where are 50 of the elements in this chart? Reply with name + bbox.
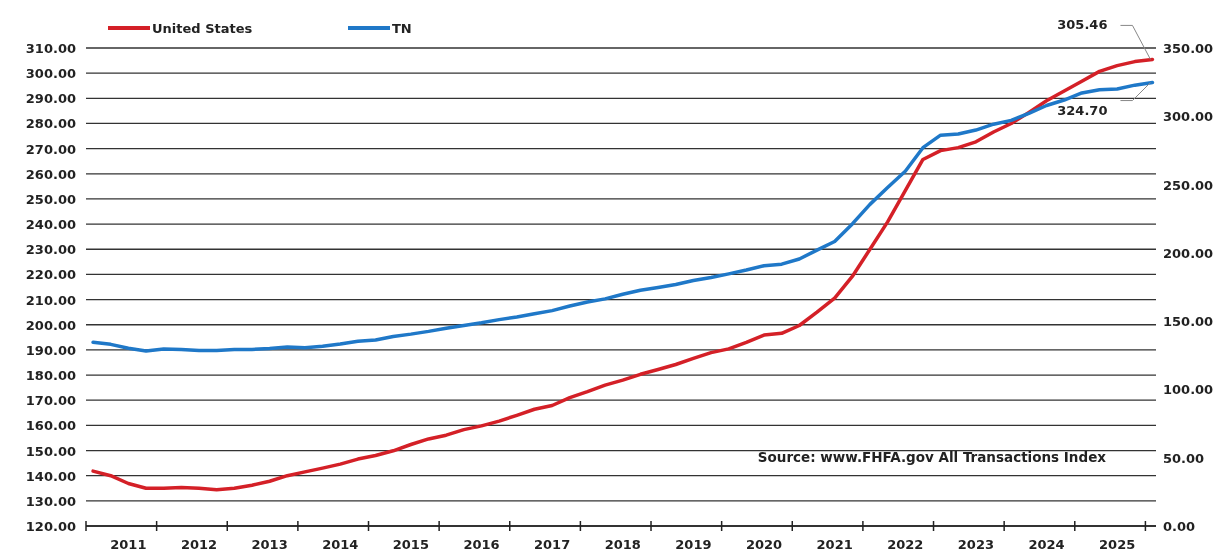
y-tick-label: 190.00 [25,342,76,358]
x-tick-label: 2013 [251,537,288,552]
y-tick-label: 150.00 [25,443,76,459]
x-tick-label: 2015 [392,537,429,552]
y-tick-label: 230.00 [25,242,76,258]
y-tick-label: 240.00 [25,217,76,233]
y-tick-label: 170.00 [25,393,76,409]
y-tick-label: 310.00 [25,41,76,56]
x-tick-label: 2024 [1028,537,1065,552]
x-tick-label: 2018 [604,537,641,552]
x-tick-label: 2020 [745,537,783,552]
y2-tick-label: 350.00 [1163,41,1214,56]
y2-tick-label: 0.00 [1163,519,1196,534]
y2-tick-label: 200.00 [1163,245,1214,261]
y2-tick-label: 100.00 [1163,382,1214,398]
y2-tick-label: 300.00 [1163,109,1214,125]
y2-tick-label: 150.00 [1163,314,1214,330]
x-tick-label: 2012 [180,537,218,552]
x-tick-label: 2021 [816,537,853,552]
y-tick-label: 250.00 [25,191,76,207]
y-tick-label: 120.00 [25,519,76,534]
legend-label: United States [152,21,253,36]
x-tick-label: 2019 [675,537,712,552]
x-tick-label: 2014 [322,537,359,552]
y-tick-label: 180.00 [25,368,76,384]
x-tick-label: 2016 [463,537,500,552]
y-tick-label: 260.00 [25,166,76,182]
data-label: 324.70 [1057,102,1108,118]
y-tick-label: 140.00 [25,468,76,484]
legend-label: TN [392,21,412,36]
x-tick-label: 2017 [534,537,571,552]
y2-tick-label: 50.00 [1163,450,1205,466]
x-tick-label: 2011 [110,537,147,552]
y-tick-label: 220.00 [25,267,76,283]
annotation: Source: www.FHFA.gov All Transactions Index [757,449,1107,465]
line-series [91,80,1155,353]
y-tick-label: 270.00 [25,141,76,157]
y-tick-label: 130.00 [25,493,76,509]
x-tick-label: 2022 [887,537,924,552]
y-tick-label: 200.00 [25,317,76,333]
y-tick-label: 160.00 [25,418,76,434]
y-tick-label: 210.00 [25,292,76,308]
y-tick-label: 290.00 [25,91,76,107]
y-tick-label: 300.00 [25,66,76,82]
line-series [91,57,1155,492]
y-tick-label: 280.00 [25,116,76,132]
x-tick-label: 2025 [1099,537,1136,552]
y2-tick-label: 250.00 [1163,177,1214,193]
x-tick-label: 2023 [957,537,994,552]
data-label: 305.46 [1057,17,1108,33]
